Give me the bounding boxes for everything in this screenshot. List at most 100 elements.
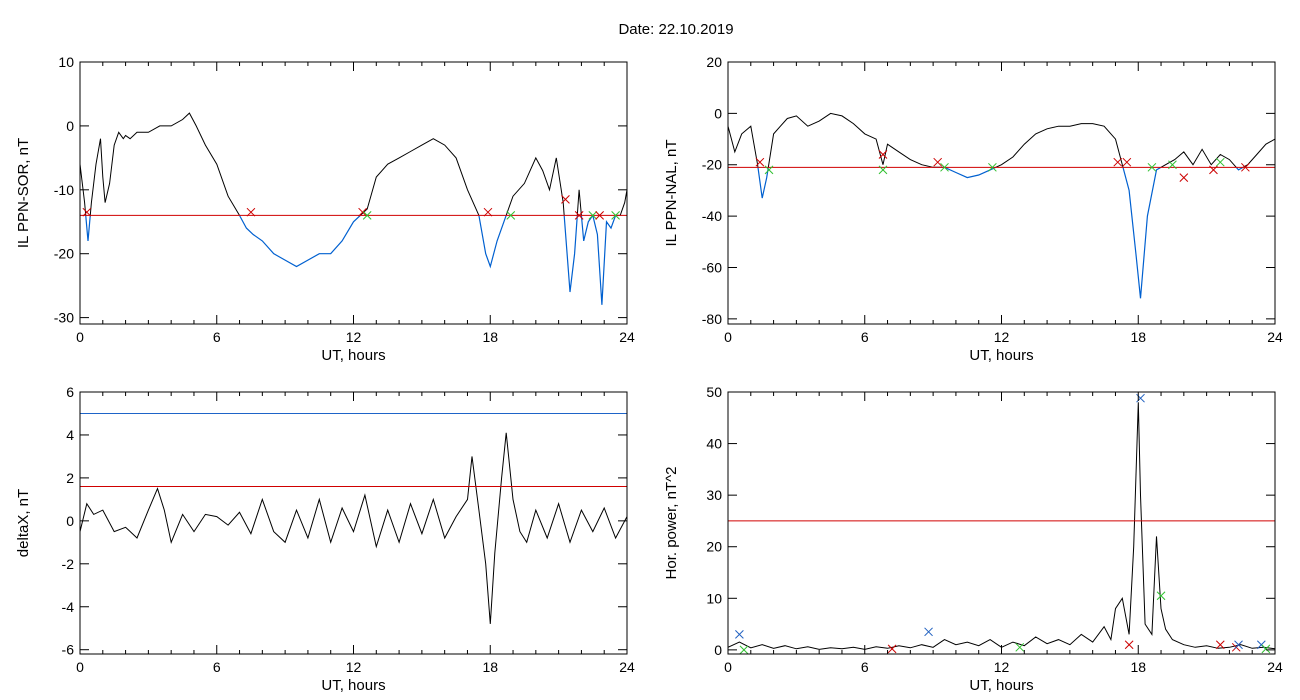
x-tick-label: 0: [76, 659, 84, 675]
x-tick-label: 18: [482, 659, 498, 675]
chart-panel-1: 0 6 12 18 24 10 0 -10 -20 -30 UT, hours IL PPN-SOR,…: [15, 54, 635, 364]
y-axis-label: IL PPN-NAL, nT: [663, 140, 680, 247]
chart-panel-2: 0 6 12 18 24 20 0 -20 -40 -60 -80 UT, hours IL PPN-N…: [663, 54, 1283, 364]
series-line-below: [85, 215, 621, 305]
event-marker-stroke: [483, 207, 493, 217]
y-tick-label: 30: [706, 487, 722, 503]
event-marker-stroke: [358, 207, 367, 217]
event-marker: [1241, 162, 1250, 172]
event-marker: [735, 630, 744, 639]
y-axis-label: deltaX, nT: [15, 489, 32, 557]
event-marker: [1234, 640, 1243, 650]
x-tick-label: 18: [1130, 659, 1146, 675]
event-marker: [755, 157, 765, 167]
y-tick-label: -20: [54, 246, 74, 262]
event-marker: [574, 211, 584, 220]
x-axis-label: UT, hours: [969, 677, 1033, 694]
x-axis-label: UT, hours: [969, 347, 1033, 364]
y-tick-label: 10: [706, 590, 722, 606]
event-marker-stroke: [1147, 162, 1157, 172]
event-marker: [358, 207, 367, 217]
series-line-above: [728, 112, 1275, 168]
event-marker-stroke: [878, 150, 888, 159]
y-tick-label: 20: [706, 539, 722, 555]
x-tick-label: 24: [619, 329, 635, 345]
event-marker: [82, 207, 92, 217]
x-tick-label: 12: [346, 659, 362, 675]
event-marker-stroke: [1234, 640, 1243, 650]
event-marker-stroke: [1156, 591, 1166, 601]
y-tick-label: -6: [62, 642, 75, 658]
event-marker-stroke: [1124, 640, 1134, 650]
y-tick-label: 4: [66, 427, 74, 443]
event-marker-stroke: [611, 211, 620, 220]
event-marker: [878, 165, 888, 175]
event-marker: [611, 211, 620, 220]
chart-panel-4: 0 6 12 18 24 50 40 30 20 10 0 UT, hours Hor. power, …: [663, 384, 1283, 694]
trace-below-group: [757, 167, 1245, 299]
event-marker: [1179, 173, 1189, 182]
page-title: Date: 22.10.2019: [618, 21, 733, 38]
event-marker: [362, 211, 372, 220]
x-tick-label: 12: [994, 659, 1010, 675]
event-marker-stroke: [588, 211, 598, 220]
x-tick-label: 6: [213, 329, 221, 345]
event-marker-stroke: [1261, 644, 1271, 654]
event-marker-stroke: [988, 162, 997, 172]
event-marker: [764, 165, 774, 175]
event-marker-stroke: [362, 211, 372, 220]
x-tick-label: 18: [1130, 329, 1146, 345]
event-marker-stroke: [924, 627, 933, 637]
event-marker-stroke: [595, 211, 605, 220]
y-tick-label: -60: [702, 259, 722, 275]
x-tick-label: 6: [861, 659, 869, 675]
event-marker-stroke: [940, 162, 949, 172]
event-marker: [1124, 640, 1134, 650]
event-marker-stroke: [1113, 157, 1123, 167]
y-tick-label: -2: [62, 556, 75, 572]
event-marker: [1136, 393, 1145, 403]
y-tick-label: -80: [702, 311, 722, 327]
event-marker-stroke: [561, 195, 570, 204]
event-marker: [887, 644, 897, 654]
y-tick-label: -4: [62, 599, 75, 615]
event-marker: [1113, 157, 1123, 167]
event-marker: [878, 150, 888, 159]
y-tick-label: 20: [706, 54, 722, 70]
y-tick-label: -30: [54, 310, 74, 326]
event-marker: [940, 162, 949, 172]
event-marker: [933, 157, 943, 167]
event-marker: [1168, 160, 1177, 170]
event-marker-stroke: [506, 211, 516, 220]
event-marker-stroke: [764, 165, 774, 175]
trace-above-group: [728, 112, 1275, 168]
event-marker: [1015, 642, 1025, 652]
x-tick-label: 24: [619, 659, 635, 675]
y-tick-label: -10: [54, 182, 74, 198]
x-tick-label: 0: [76, 329, 84, 345]
event-marker: [1209, 165, 1218, 175]
x-tick-label: 18: [482, 329, 498, 345]
event-marker-stroke: [887, 644, 897, 654]
event-marker-stroke: [739, 645, 749, 654]
event-marker: [561, 195, 570, 204]
plot-frame: [79, 391, 628, 655]
y-tick-label: 40: [706, 436, 722, 452]
event-marker-stroke: [1179, 173, 1189, 182]
event-marker-stroke: [878, 165, 888, 175]
event-marker: [1122, 157, 1132, 167]
event-marker-stroke: [1209, 165, 1218, 175]
y-axis-label: Hor. power, nT^2: [663, 467, 680, 580]
plot-frame: [79, 61, 628, 325]
x-tick-label: 0: [724, 329, 732, 345]
y-axis-label: IL PPN-SOR, nT: [15, 138, 32, 248]
event-marker-stroke: [246, 207, 256, 217]
y-tick-label: 0: [714, 642, 722, 658]
event-marker: [595, 211, 605, 220]
series-line-above: [80, 112, 627, 216]
y-tick-label: 2: [66, 470, 74, 486]
x-tick-label: 6: [861, 329, 869, 345]
plot-area: [728, 393, 1275, 654]
